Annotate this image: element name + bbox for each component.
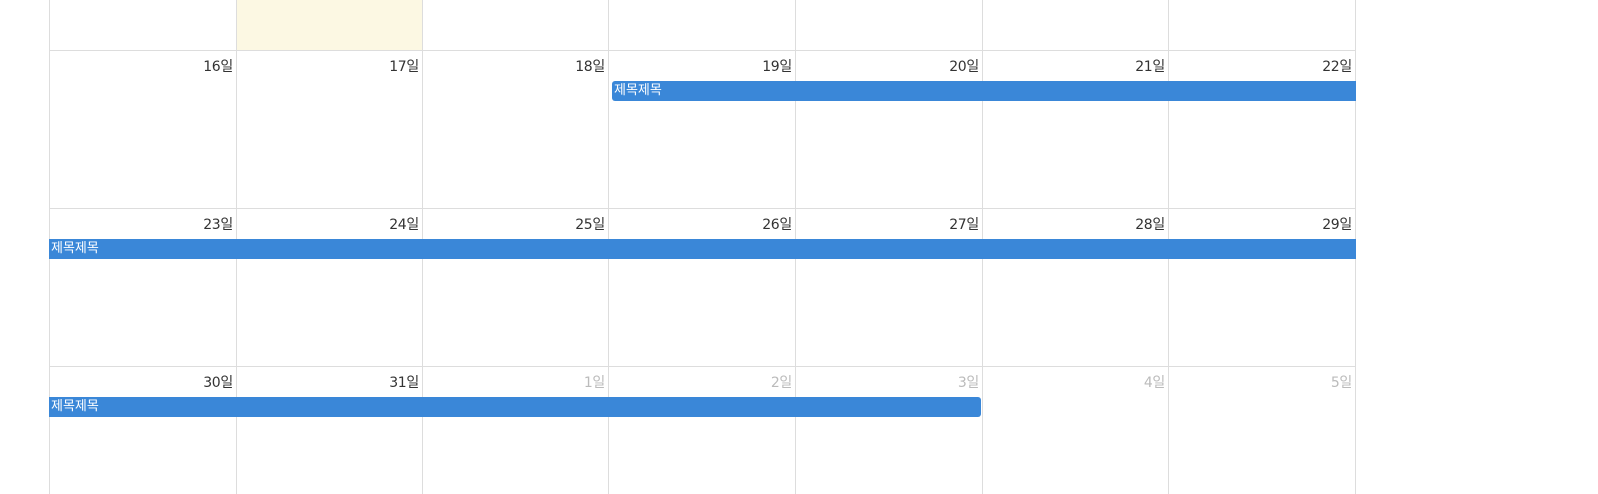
- calendar-week: 16일 17일 18일 19일 20일 21일 22일 제목제목: [49, 50, 1356, 209]
- event-bar[interactable]: 제목제목: [612, 81, 1356, 101]
- day-number: 30일: [203, 375, 233, 391]
- day-number: 1일: [583, 375, 605, 391]
- day-cell[interactable]: 30일: [49, 367, 237, 494]
- event-title: 제목제목: [51, 241, 99, 256]
- calendar-week: 23일 24일 25일 26일 27일 28일 29일 제목제목: [49, 208, 1356, 367]
- day-number: 18일: [575, 59, 605, 75]
- day-number: 2일: [770, 375, 792, 391]
- day-cell[interactable]: 22일: [1168, 51, 1356, 209]
- day-cell[interactable]: 31일: [236, 367, 423, 494]
- day-cell-other-month[interactable]: 2일: [608, 367, 796, 494]
- day-number: 23일: [203, 217, 233, 233]
- day-number: 24일: [389, 217, 419, 233]
- day-number: 20일: [949, 59, 979, 75]
- day-cell-other-month[interactable]: 3일: [795, 367, 983, 494]
- day-cell[interactable]: 19일: [608, 51, 796, 209]
- day-cell[interactable]: 16일: [49, 51, 237, 209]
- day-cell[interactable]: 23일: [49, 209, 237, 367]
- calendar-month-grid: 16일 17일 18일 19일 20일 21일 22일 제목제목 23일 24일…: [49, 0, 1356, 494]
- day-number: 29일: [1322, 217, 1352, 233]
- day-cell[interactable]: 26일: [608, 209, 796, 367]
- day-cell[interactable]: [422, 0, 609, 51]
- day-cell[interactable]: 24일: [236, 209, 423, 367]
- event-title: 제목제목: [614, 83, 662, 98]
- day-number: 3일: [957, 375, 979, 391]
- day-cell[interactable]: [49, 0, 237, 51]
- day-number: 31일: [389, 375, 419, 391]
- event-bar[interactable]: 제목제목: [49, 397, 981, 417]
- day-cell-today[interactable]: [236, 0, 423, 51]
- day-cell[interactable]: 27일: [795, 209, 983, 367]
- day-cell-other-month[interactable]: 4일: [982, 367, 1169, 494]
- day-number: 4일: [1143, 375, 1165, 391]
- day-cell[interactable]: 29일: [1168, 209, 1356, 367]
- day-number: 28일: [1135, 217, 1165, 233]
- day-cell[interactable]: 25일: [422, 209, 609, 367]
- day-number: 17일: [389, 59, 419, 75]
- day-number: 26일: [762, 217, 792, 233]
- day-number: 25일: [575, 217, 605, 233]
- day-cell[interactable]: 20일: [795, 51, 983, 209]
- day-cell[interactable]: [1168, 0, 1356, 51]
- day-cell[interactable]: [795, 0, 983, 51]
- day-cell[interactable]: 21일: [982, 51, 1169, 209]
- day-number: 19일: [762, 59, 792, 75]
- day-number: 16일: [203, 59, 233, 75]
- event-title: 제목제목: [51, 399, 99, 414]
- day-cell[interactable]: 28일: [982, 209, 1169, 367]
- day-cell[interactable]: [982, 0, 1169, 51]
- day-cell[interactable]: [608, 0, 796, 51]
- calendar-week: 30일 31일 1일 2일 3일 4일 5일 제목제목: [49, 366, 1356, 494]
- day-number: 22일: [1322, 59, 1352, 75]
- event-bar[interactable]: 제목제목: [49, 239, 1356, 259]
- day-cell-other-month[interactable]: 1일: [422, 367, 609, 494]
- day-number: 5일: [1330, 375, 1352, 391]
- day-number: 27일: [949, 217, 979, 233]
- day-cell[interactable]: 17일: [236, 51, 423, 209]
- day-cell-other-month[interactable]: 5일: [1168, 367, 1356, 494]
- calendar-week: [49, 0, 1356, 51]
- day-number: 21일: [1135, 59, 1165, 75]
- day-cell[interactable]: 18일: [422, 51, 609, 209]
